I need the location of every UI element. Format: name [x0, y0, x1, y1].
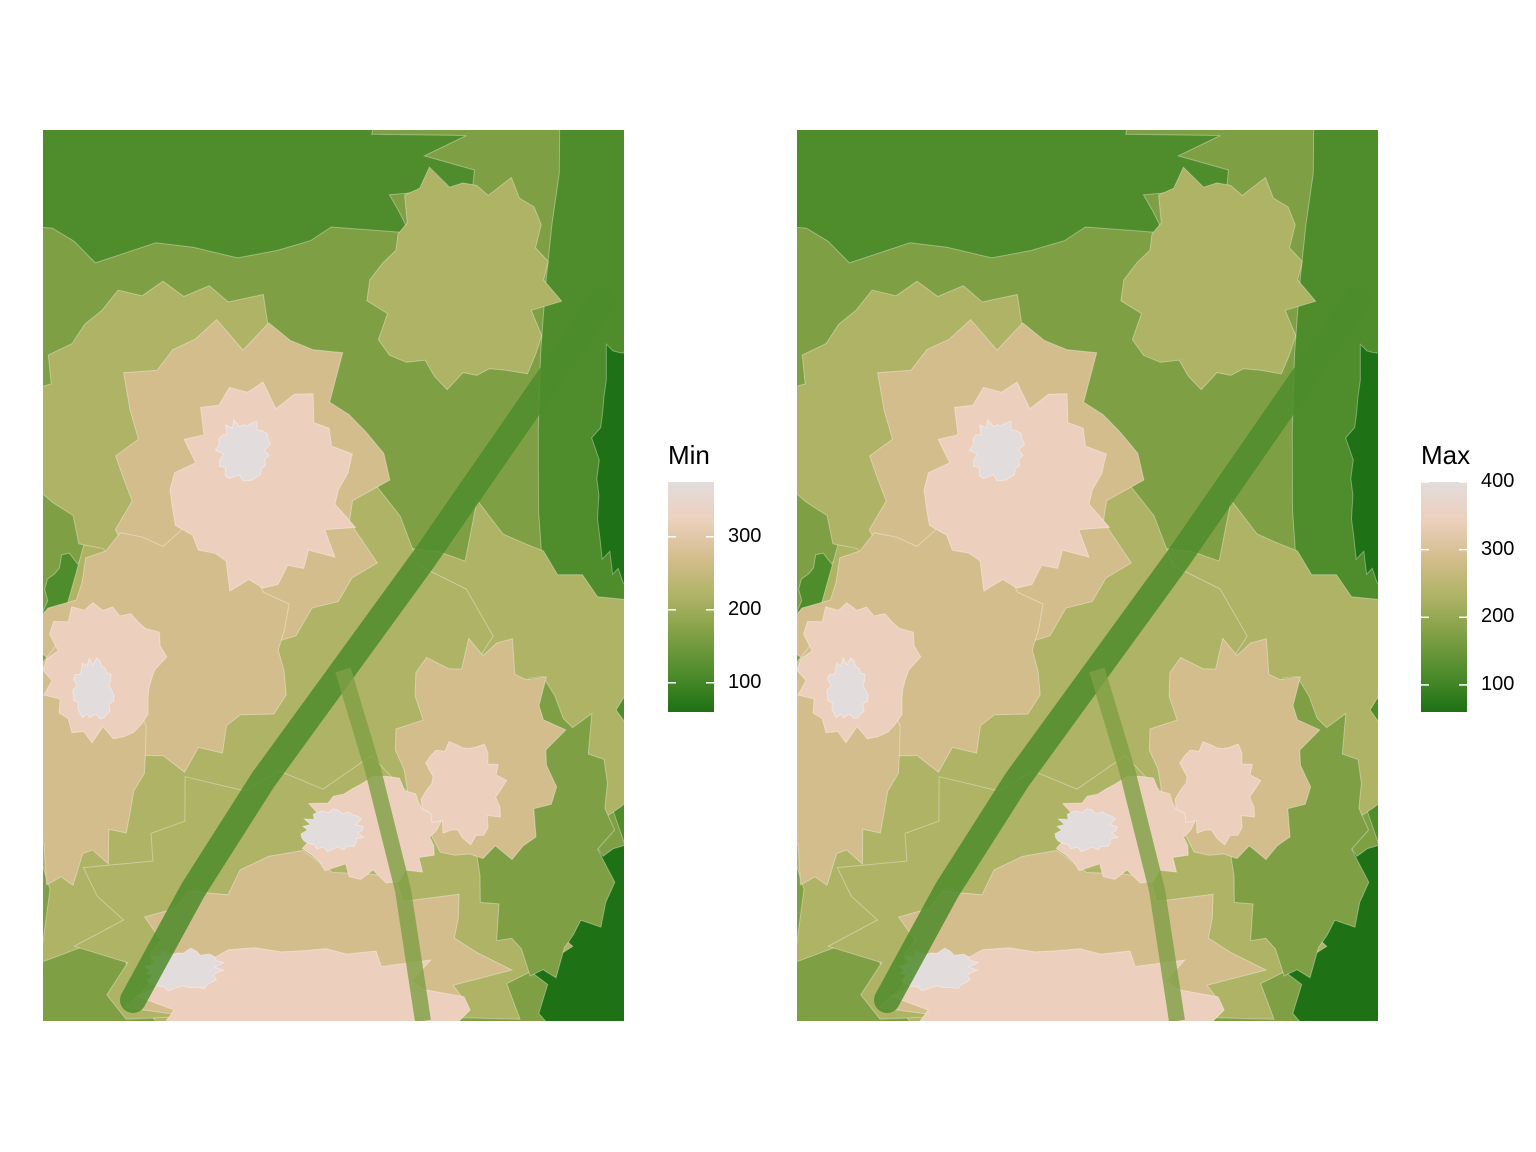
elevation-band [300, 808, 366, 853]
elevation-band [923, 381, 1111, 592]
min-elevation-map [43, 130, 624, 1021]
min-legend-colorbar [668, 482, 714, 712]
elevation-band [72, 656, 115, 720]
legend-tick-label: 200 [728, 597, 762, 620]
elevation-band [890, 947, 1225, 1021]
elevation-band [1345, 343, 1378, 585]
max-legend-colorbar [1421, 482, 1467, 712]
min-legend-title: Min [668, 440, 710, 470]
legend-tick-label: 300 [1481, 537, 1515, 560]
legend-tick-label: 100 [728, 670, 762, 693]
elevation-band [826, 656, 869, 720]
elevation-band [1120, 166, 1317, 391]
elevation-band [968, 418, 1026, 482]
elevation-band [366, 166, 563, 391]
elevation-band [136, 947, 471, 1021]
colorbar-fill [668, 482, 714, 712]
legend-tick-label: 200 [1481, 605, 1515, 628]
tributary-valley [1089, 667, 1185, 1021]
elevation-band [420, 740, 508, 846]
legend-tick-label: 100 [1481, 672, 1515, 695]
elevation-band [1054, 808, 1120, 853]
elevation-band [169, 381, 357, 592]
max-legend-title: Max [1421, 440, 1471, 470]
colorbar-fill [1421, 482, 1467, 712]
legend-tick-label: 400 [1481, 470, 1515, 492]
max-elevation-map [797, 130, 1378, 1021]
legend-tick-label: 300 [728, 524, 762, 547]
tributary-valley [335, 667, 431, 1021]
elevation-band [43, 130, 475, 264]
elevation-band [591, 343, 624, 585]
elevation-band [1174, 740, 1262, 846]
elevation-band [797, 130, 1229, 264]
elevation-band [214, 418, 272, 482]
